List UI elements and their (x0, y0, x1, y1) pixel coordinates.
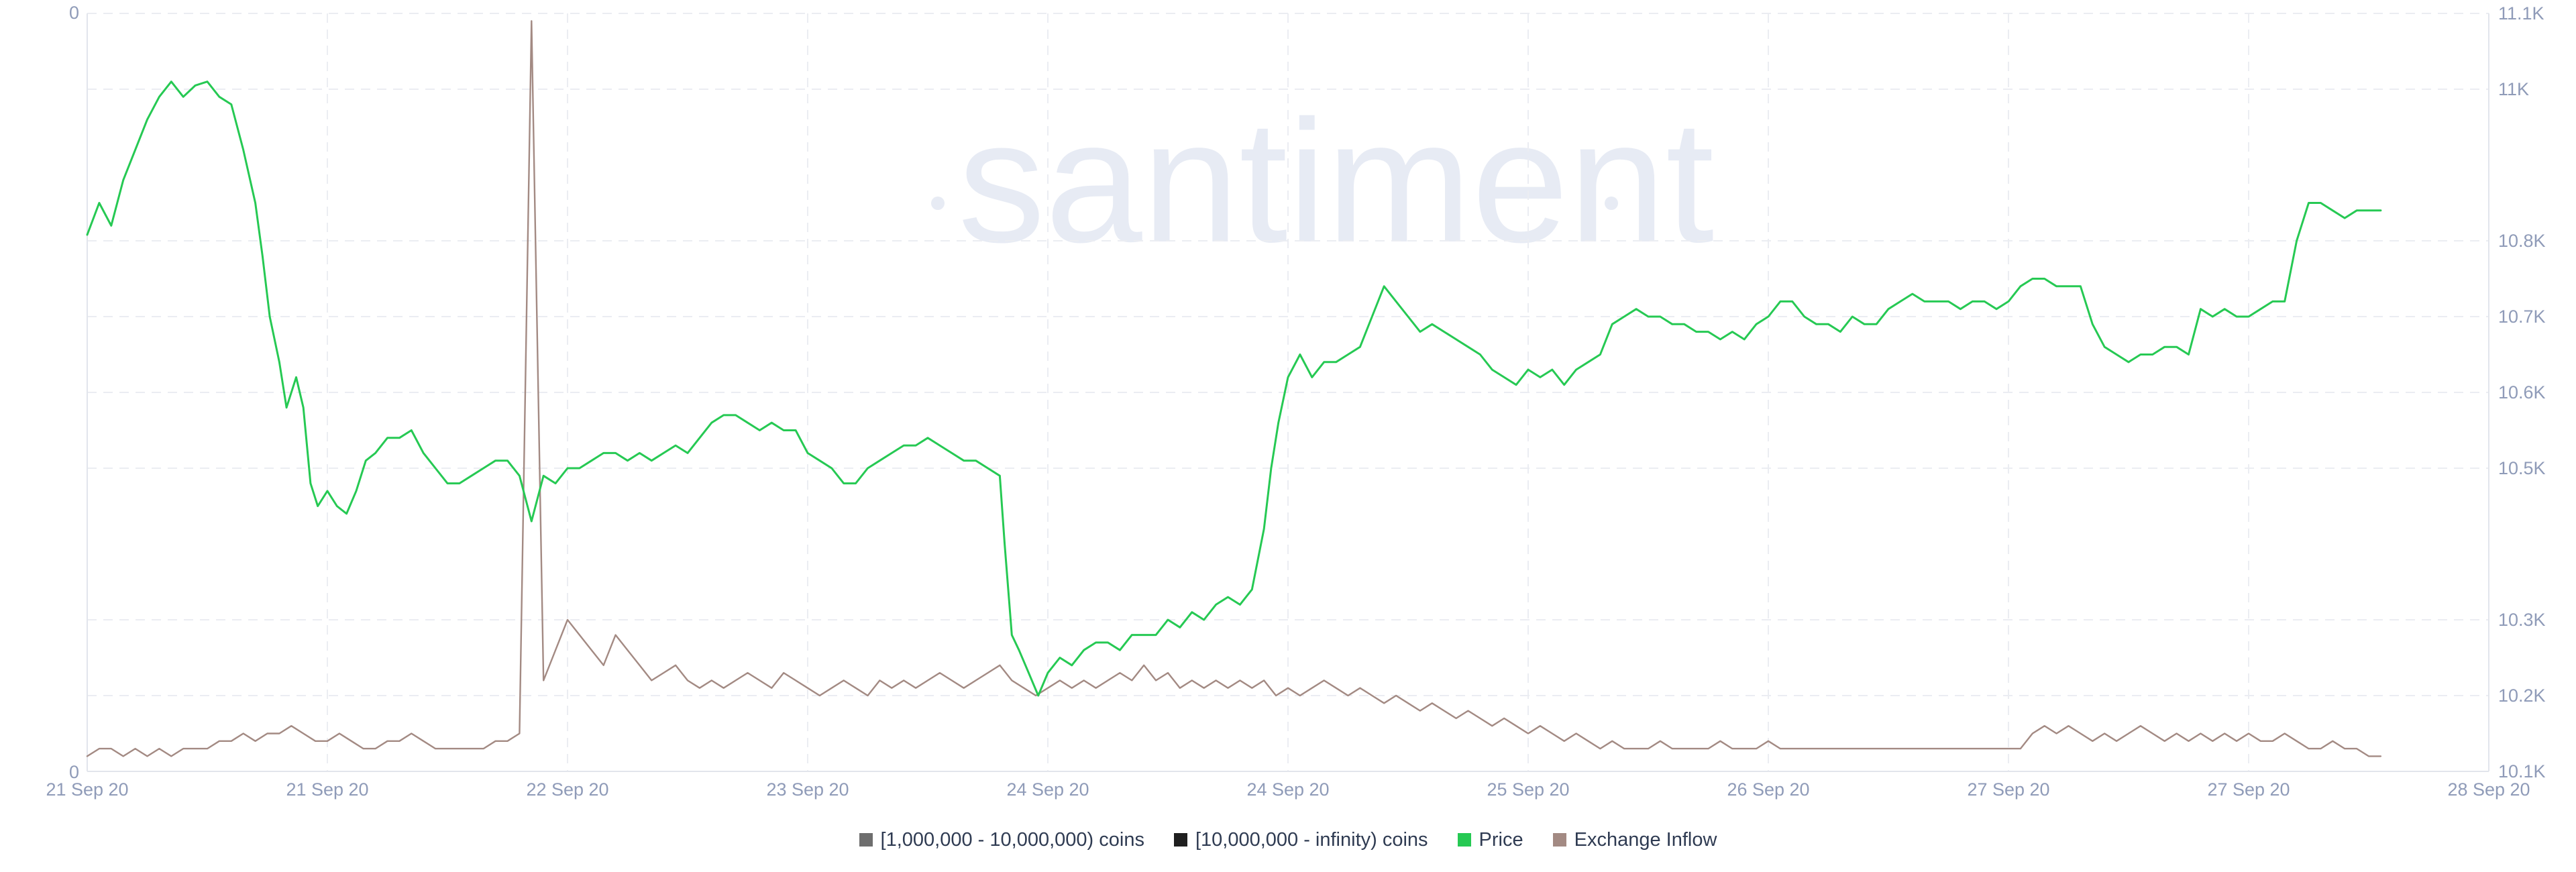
series-layer (86, 20, 2382, 757)
x-tick-label: 21 Sep 20 (286, 779, 368, 800)
y-tick-label: 10.6K (2498, 382, 2546, 402)
x-tick-label: 27 Sep 20 (2207, 779, 2290, 800)
y-tick-label: 10.2K (2498, 686, 2546, 706)
y-tick-label: 10.8K (2498, 231, 2546, 251)
legend-item[interactable]: [1,000,000 - 10,000,000) coins (859, 829, 1144, 851)
y-tick-label: 10.5K (2498, 458, 2546, 478)
legend: [1,000,000 - 10,000,000) coins [10,000,00… (0, 826, 2576, 853)
legend-swatch (1173, 833, 1187, 847)
grid-lines (87, 13, 2489, 772)
x-tick-label: 24 Sep 20 (1246, 779, 1329, 800)
legend-label: Exchange Inflow (1574, 828, 1717, 851)
right-axis-ticks: 10.1K 10.2K 10.3K 10.5K 10.6K 10.7K 10.8K 11K 11… (2498, 3, 2546, 781)
legend-swatch (859, 833, 873, 847)
x-tick-label: 21 Sep 20 (46, 779, 128, 800)
series-line-price (86, 80, 2382, 697)
x-tick-label: 23 Sep 20 (766, 779, 849, 800)
legend-item[interactable]: Price (1457, 828, 1523, 851)
y-tick-label: 11K (2498, 79, 2529, 99)
legend-swatch (1457, 833, 1471, 847)
y-tick-label: 10.1K (2498, 761, 2546, 781)
y-tick-label: 10.3K (2498, 610, 2546, 630)
legend-item[interactable]: Exchange Inflow (1552, 828, 1717, 851)
x-tick-label: 25 Sep 20 (1487, 779, 1569, 800)
x-tick-label: 22 Sep 20 (526, 779, 608, 800)
x-tick-label: 24 Sep 20 (1006, 779, 1089, 800)
y-tick-label: 11.1K (2498, 3, 2544, 23)
legend-item[interactable]: [10,000,000 - infinity) coins (1173, 828, 1428, 851)
x-tick-label: 28 Sep 20 (2447, 779, 2530, 800)
x-tick-label: 27 Sep 20 (1967, 779, 2049, 800)
series-line-exchange-inflow (86, 20, 2382, 757)
legend-label: [1,000,000 - 10,000,000) coins (880, 828, 1144, 851)
legend-label: Price (1479, 828, 1523, 851)
x-tick-label: 26 Sep 20 (1727, 779, 1809, 800)
watermark-text: santiment (958, 85, 1715, 279)
left-axis-bottom-label: 0 (69, 762, 79, 782)
x-axis-ticks: 21 Sep 20 21 Sep 20 22 Sep 20 23 Sep 20 24 S… (46, 779, 2530, 800)
legend-swatch (1552, 833, 1566, 847)
watermark: santiment (931, 85, 1715, 279)
left-axis-top-label: 0 (69, 3, 79, 23)
y-tick-label: 10.7K (2498, 307, 2546, 327)
axes (87, 13, 2489, 772)
legend-label: [10,000,000 - infinity) coins (1195, 828, 1428, 851)
